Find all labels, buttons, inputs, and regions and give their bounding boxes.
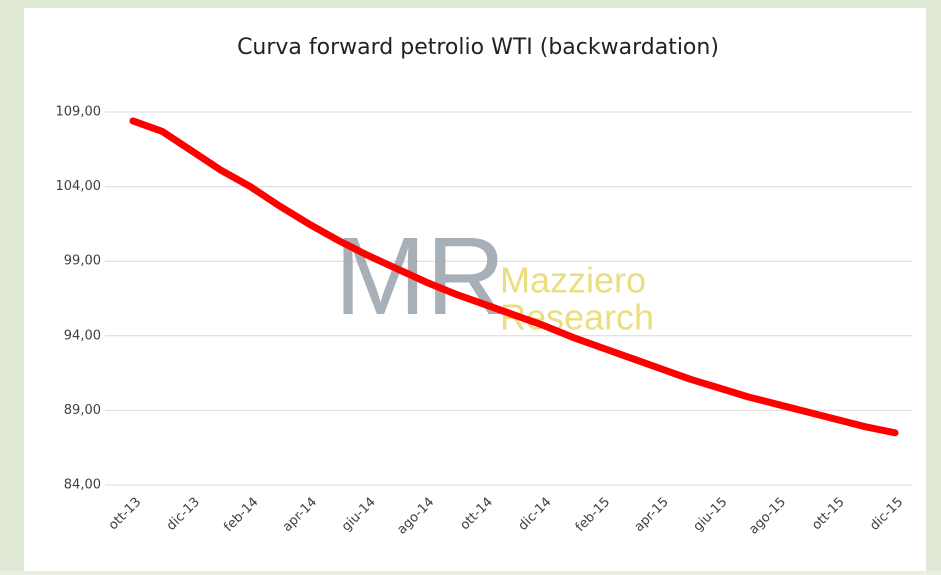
- watermark-text: Mazziero: [500, 260, 646, 301]
- y-tick-label: 84,00: [64, 478, 101, 493]
- data-line: [129, 117, 899, 437]
- y-tick-label: 94,00: [64, 328, 101, 343]
- chart-title: Curva forward petrolio WTI (backwardatio…: [237, 35, 719, 60]
- y-tick-label: 99,00: [64, 254, 101, 269]
- y-tick-label: 109,00: [56, 105, 102, 120]
- y-tick-label: 89,00: [64, 403, 101, 418]
- y-tick-label: 104,00: [56, 179, 102, 194]
- chart-panel: [24, 8, 926, 575]
